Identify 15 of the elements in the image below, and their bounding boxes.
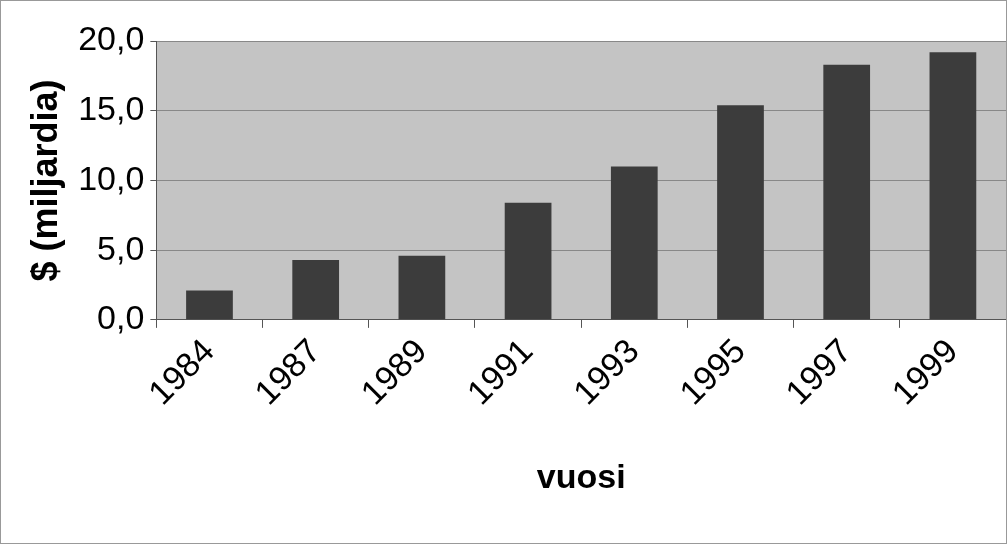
bar [823, 64, 871, 320]
bar [610, 166, 658, 320]
bar [504, 202, 552, 320]
y-tick-label: 20,0 [78, 19, 145, 58]
y-tick-label: 15,0 [78, 89, 145, 128]
y-axis-title: $ (miljardia) [23, 79, 65, 282]
y-tick-label: 0,0 [97, 298, 145, 337]
y-tick-label: 10,0 [78, 158, 145, 197]
bar [929, 52, 977, 320]
bar [186, 290, 233, 320]
x-axis-title: vuosi [536, 456, 626, 495]
bar [292, 259, 340, 320]
y-tick-label: 5,0 [97, 228, 145, 267]
bar [398, 255, 446, 320]
bar [717, 105, 764, 320]
